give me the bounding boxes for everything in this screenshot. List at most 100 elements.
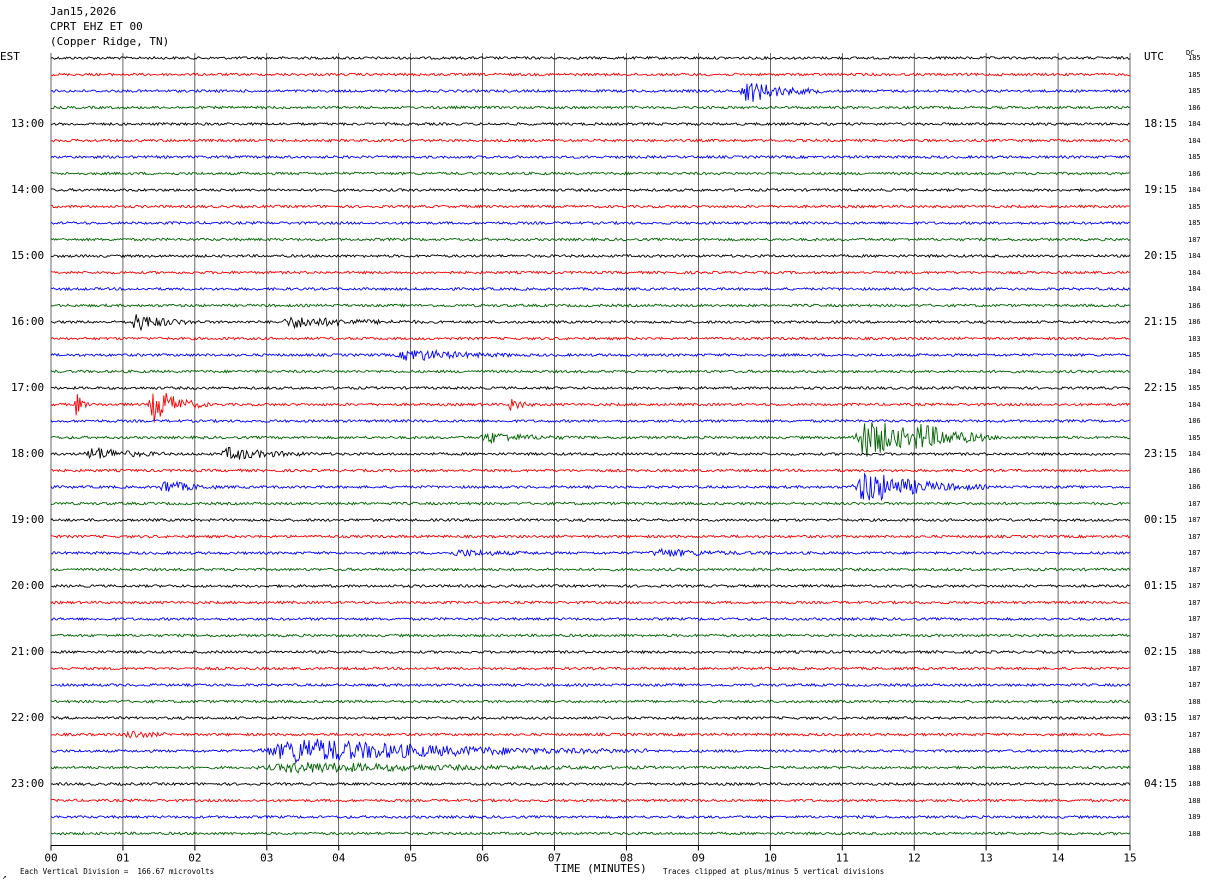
dc-offset-label: 188 bbox=[1188, 697, 1201, 706]
left-hour-label: 16:00 bbox=[11, 315, 45, 328]
seismic-trace bbox=[50, 336, 1130, 341]
left-hour-label: 20:00 bbox=[11, 579, 45, 592]
dc-offset-label: 188 bbox=[1188, 763, 1201, 772]
seismic-trace bbox=[50, 831, 1131, 836]
x-tick-label: 05 bbox=[404, 852, 417, 865]
dc-offset-label: 187 bbox=[1188, 235, 1201, 244]
x-tick-label: 11 bbox=[836, 852, 849, 865]
seismic-trace bbox=[50, 121, 1131, 127]
dc-offset-label: 184 bbox=[1188, 120, 1201, 128]
x-tick-label: 07 bbox=[548, 852, 561, 865]
right-hour-label: 00:15 bbox=[1144, 513, 1178, 526]
seismic-trace bbox=[50, 237, 1131, 242]
seismic-trace bbox=[50, 314, 1131, 332]
seismic-trace bbox=[50, 138, 1131, 143]
seismic-trace bbox=[50, 730, 1131, 739]
dc-offset-label: 185 bbox=[1188, 433, 1201, 442]
seismic-trace bbox=[50, 699, 1131, 704]
seismic-trace bbox=[50, 682, 1131, 688]
seismic-trace bbox=[50, 583, 1131, 589]
seismic-trace bbox=[50, 798, 1130, 803]
dc-offset-label: 188 bbox=[1188, 829, 1201, 838]
seismic-trace bbox=[50, 517, 1131, 523]
seismic-trace bbox=[50, 270, 1130, 275]
seismic-trace bbox=[50, 154, 1131, 160]
left-hour-label: 15:00 bbox=[11, 249, 45, 262]
trace-group bbox=[50, 55, 1131, 836]
dc-offset-label: 186 bbox=[1188, 417, 1201, 425]
seismic-trace bbox=[50, 468, 1130, 473]
seismic-trace bbox=[50, 738, 1130, 765]
seismic-trace bbox=[50, 171, 1131, 176]
dc-offset-label: 185 bbox=[1188, 219, 1201, 227]
dc-offset-label: 187 bbox=[1188, 615, 1201, 623]
seismic-trace bbox=[50, 781, 1131, 787]
seismic-trace bbox=[50, 814, 1131, 820]
seismic-trace bbox=[50, 666, 1130, 671]
x-tick-label: 12 bbox=[908, 852, 921, 865]
left-timezone-label: EST bbox=[0, 50, 20, 63]
dc-offset-label: 184 bbox=[1188, 186, 1201, 194]
left-hour-label: 21:00 bbox=[11, 645, 45, 658]
dc-offset-label: 186 bbox=[1188, 318, 1201, 326]
x-tick-label: 00 bbox=[44, 852, 57, 865]
station-label: CPRT EHZ ET 00 bbox=[50, 20, 143, 33]
dc-offset-label: 185 bbox=[1188, 54, 1201, 62]
dc-offset-label: 184 bbox=[1188, 252, 1201, 260]
dc-offset-label: 186 bbox=[1188, 169, 1201, 178]
seismic-trace bbox=[50, 715, 1131, 721]
right-hour-label: 04:15 bbox=[1144, 777, 1178, 790]
dc-offset-label: 187 bbox=[1188, 681, 1201, 689]
dc-offset-label: 186 bbox=[1188, 466, 1201, 475]
right-hour-label: 18:15 bbox=[1144, 117, 1178, 130]
dc-offset-label: 187 bbox=[1188, 714, 1201, 722]
left-hour-label: 13:00 bbox=[11, 117, 45, 130]
date-label: Jan15,2026 bbox=[50, 5, 117, 18]
right-hour-label: 02:15 bbox=[1144, 645, 1178, 658]
left-hour-label: 23:00 bbox=[11, 777, 45, 790]
seismic-trace bbox=[50, 286, 1131, 292]
left-hour-label: 18:00 bbox=[11, 447, 45, 460]
seismic-trace bbox=[50, 105, 1130, 110]
dc-offset-label: 184 bbox=[1188, 285, 1201, 293]
dc-offset-label: 187 bbox=[1188, 631, 1201, 640]
dc-offset-label: 184 bbox=[1188, 400, 1201, 409]
seismic-trace bbox=[50, 616, 1131, 622]
dc-offset-label: 186 bbox=[1188, 103, 1201, 112]
seismic-trace bbox=[51, 72, 1130, 77]
seismic-trace bbox=[50, 547, 1131, 558]
dc-offset-label: 187 bbox=[1188, 549, 1201, 557]
dc-offset-label: 187 bbox=[1188, 499, 1201, 508]
dc-offset-label: 185 bbox=[1188, 351, 1201, 359]
seismic-trace bbox=[51, 534, 1131, 539]
right-timezone-label: UTC bbox=[1144, 50, 1164, 63]
dc-offset-label: 188 bbox=[1188, 648, 1201, 656]
clip-note: Traces clipped at plus/minus 5 vertical … bbox=[663, 867, 885, 876]
dc-offset-label: 187 bbox=[1188, 565, 1201, 574]
x-tick-label: 13 bbox=[980, 852, 993, 865]
right-hour-label: 03:15 bbox=[1144, 711, 1178, 724]
seismic-trace bbox=[50, 303, 1131, 308]
dc-offset-label: 188 bbox=[1188, 780, 1201, 788]
seismic-trace bbox=[50, 369, 1130, 374]
x-tick-label: 10 bbox=[764, 852, 777, 865]
dc-offset-label: 185 bbox=[1188, 202, 1201, 211]
dc-offset-label: 185 bbox=[1188, 384, 1201, 392]
grid-lines bbox=[50, 53, 1131, 846]
x-tick-label: 15 bbox=[1123, 852, 1136, 865]
x-tick-label: 14 bbox=[1051, 852, 1065, 865]
corner-mark: ↗ bbox=[2, 872, 7, 881]
dc-offset-label: 187 bbox=[1188, 598, 1201, 607]
dc-offset-label: 184 bbox=[1188, 450, 1201, 458]
x-tick-label: 03 bbox=[260, 852, 273, 865]
seismic-trace bbox=[50, 600, 1130, 605]
seismic-trace bbox=[50, 633, 1130, 638]
left-hour-label: 17:00 bbox=[11, 381, 45, 394]
right-hour-label: 23:15 bbox=[1144, 447, 1178, 460]
scale-note: Each Vertical Division = 166.67 microvol… bbox=[20, 867, 215, 876]
dc-offset-label: 188 bbox=[1188, 747, 1201, 755]
dc-offset-label: 187 bbox=[1188, 582, 1201, 590]
dc-offset-label: 184 bbox=[1188, 268, 1201, 277]
x-axis-title: TIME (MINUTES) bbox=[554, 862, 647, 875]
dc-offset-label: 186 bbox=[1188, 483, 1201, 491]
